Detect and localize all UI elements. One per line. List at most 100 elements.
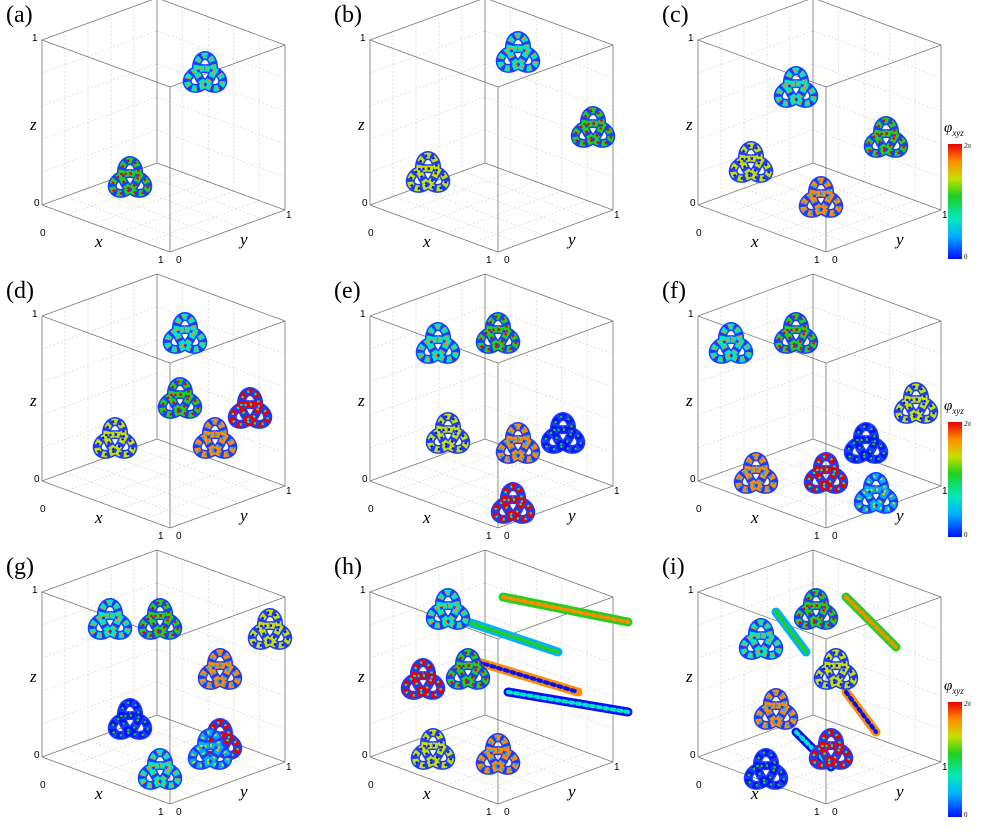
y-tick-max: 1 <box>614 486 620 497</box>
panel-label: (e) <box>334 278 361 304</box>
y-tick-max: 1 <box>286 486 292 497</box>
y-axis-label: y <box>568 782 576 801</box>
z-tick-max: 1 <box>360 585 366 596</box>
x-tick-max: 1 <box>486 807 492 818</box>
y-tick-min: 0 <box>832 807 838 818</box>
y-tick-min: 0 <box>176 255 182 266</box>
panel-d: (d) z x y 1 0 0 1 0 1 <box>0 273 328 552</box>
plot-box <box>41 0 286 253</box>
panel-e: (e) z x y 1 0 0 1 0 1 <box>328 273 656 552</box>
y-tick-min: 0 <box>176 807 182 818</box>
trefoil-knot <box>708 322 754 364</box>
trefoil-knot <box>733 452 779 494</box>
panel-i: (i) z x y 1 0 0 1 0 1 <box>656 549 984 828</box>
x-tick-min: 0 <box>368 228 374 239</box>
x-tick-max: 1 <box>486 531 492 542</box>
trefoil-knot <box>475 733 521 775</box>
panel-a: (a) z x y 1 0 0 1 0 1 <box>0 0 328 276</box>
z-tick-min: 0 <box>34 750 40 761</box>
trefoil-knot <box>743 748 789 790</box>
trefoil-knot <box>495 31 541 73</box>
x-tick-max: 1 <box>158 255 164 266</box>
x-tick-min: 0 <box>40 228 46 239</box>
trefoil-knot <box>773 312 819 354</box>
z-axis-label: z <box>358 667 365 686</box>
colorbar-gradient <box>948 422 962 537</box>
plot-box <box>41 549 293 805</box>
trefoil-knot <box>162 312 208 354</box>
z-tick-max: 1 <box>360 33 366 44</box>
trefoil-knot <box>570 106 616 148</box>
colorbar-title: φxyz <box>944 678 964 696</box>
x-axis-label: x <box>95 784 103 803</box>
trefoil-knot <box>445 648 491 690</box>
panel-label: (a) <box>6 2 33 28</box>
trefoil-knot <box>107 698 153 740</box>
colorbar-title: φxyz <box>944 120 964 138</box>
z-tick-max: 1 <box>688 309 694 320</box>
panel-label: (g) <box>6 554 34 580</box>
panel-c: (c) z x y 1 0 0 1 0 1 <box>656 0 984 276</box>
z-axis-label: z <box>30 115 37 134</box>
vortex-rod-texture <box>844 690 878 734</box>
panel-label: (i) <box>662 554 685 580</box>
z-tick-max: 1 <box>32 585 38 596</box>
trefoil-knot <box>137 598 183 640</box>
trefoil-knot <box>425 412 471 454</box>
colorbar-gradient <box>948 144 962 259</box>
vortex-rod-texture <box>466 620 560 654</box>
colorbar-min-label: 0 <box>964 253 968 261</box>
trefoil-knot <box>793 588 839 630</box>
plot-box <box>697 0 942 253</box>
z-tick-min: 0 <box>690 750 696 761</box>
x-axis-label: x <box>751 508 759 527</box>
z-tick-max: 1 <box>360 309 366 320</box>
y-tick-max: 1 <box>942 210 948 221</box>
y-axis-label: y <box>568 506 576 525</box>
y-axis-label: y <box>896 230 904 249</box>
z-tick-min: 0 <box>34 198 40 209</box>
x-axis-label: x <box>751 232 759 251</box>
z-tick-max: 1 <box>32 309 38 320</box>
y-tick-max: 1 <box>614 210 620 221</box>
trefoil-knot <box>808 728 854 770</box>
colorbar-max-label: 2π <box>964 420 972 428</box>
x-tick-max: 1 <box>814 531 820 542</box>
y-axis-label: y <box>240 230 248 249</box>
z-axis-label: z <box>30 391 37 410</box>
panel-label: (f) <box>662 278 686 304</box>
trefoil-knot <box>738 618 784 660</box>
panel-label: (c) <box>662 2 689 28</box>
panel-label: (d) <box>6 278 34 304</box>
trefoil-knot <box>490 482 536 524</box>
x-tick-max: 1 <box>814 255 820 266</box>
trefoil-knot <box>843 422 889 464</box>
trefoil-knot <box>137 748 183 790</box>
y-axis-label: y <box>240 782 248 801</box>
x-tick-min: 0 <box>40 504 46 515</box>
trefoil-knot <box>813 648 859 690</box>
z-axis-label: z <box>358 391 365 410</box>
trefoil-knot <box>753 688 799 730</box>
x-tick-min: 0 <box>368 780 374 791</box>
trefoil-knot <box>182 51 228 93</box>
panel-h: (h) z x y 1 0 0 1 0 1 <box>328 549 656 828</box>
panel-label: (h) <box>334 554 362 580</box>
trefoil-knot <box>728 141 774 183</box>
y-tick-min: 0 <box>504 255 510 266</box>
y-axis-label: y <box>896 782 904 801</box>
z-tick-min: 0 <box>362 474 368 485</box>
panel-g: (g) z x y 1 0 0 1 0 1 <box>0 549 328 828</box>
z-tick-min: 0 <box>362 750 368 761</box>
z-axis-label: z <box>686 115 693 134</box>
x-tick-min: 0 <box>368 504 374 515</box>
y-tick-min: 0 <box>504 807 510 818</box>
x-tick-max: 1 <box>158 531 164 542</box>
z-axis-label: z <box>30 667 37 686</box>
z-axis-label: z <box>686 667 693 686</box>
trefoil-knot <box>410 728 456 770</box>
vortex-rod-texture <box>844 595 898 649</box>
colorbar: φxyz 2π 0 <box>944 678 984 838</box>
panel-b: (b) z x y 1 0 0 1 0 1 <box>328 0 656 276</box>
x-axis-label: x <box>95 232 103 251</box>
